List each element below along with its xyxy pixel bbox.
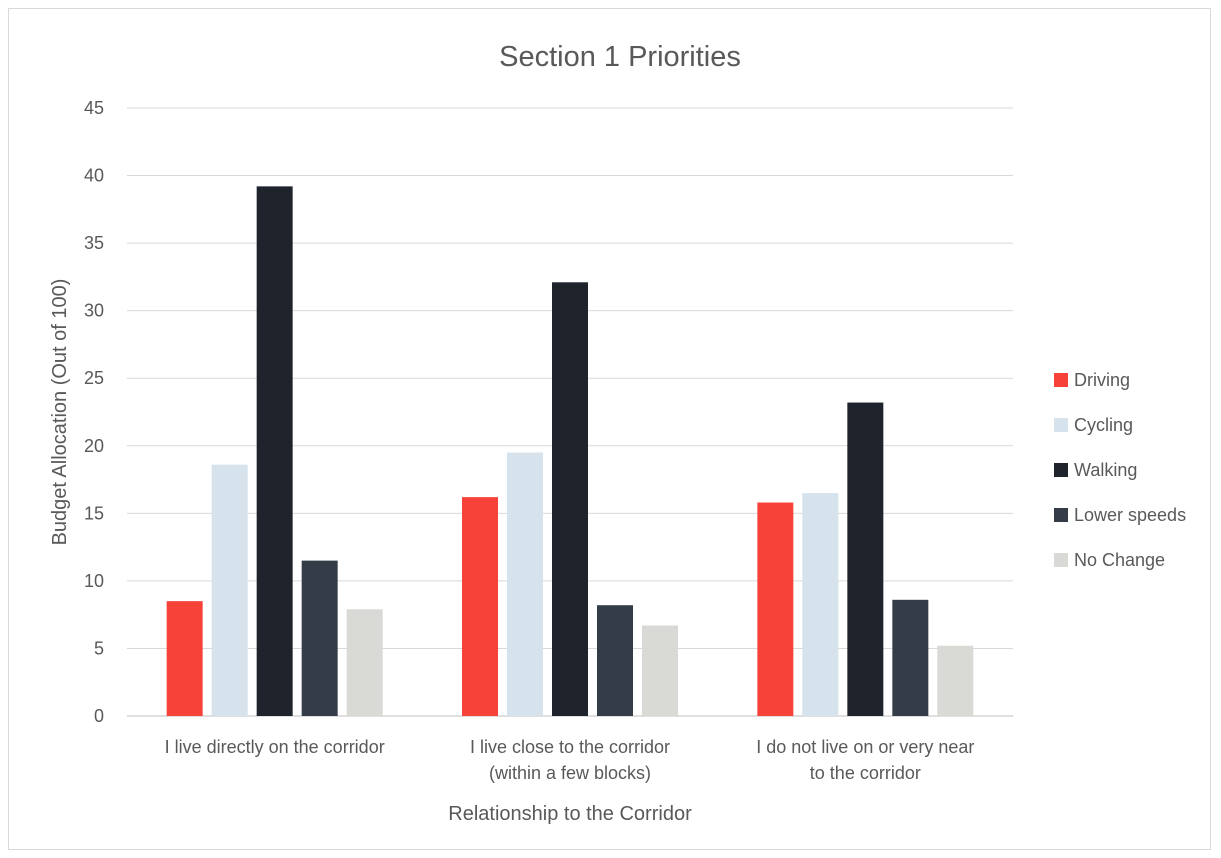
legend-swatch xyxy=(1054,553,1068,567)
legend-item: No Change xyxy=(1054,550,1165,570)
legend-swatch xyxy=(1054,463,1068,477)
bar-cycling xyxy=(802,493,839,716)
x-tick-label: I live close to the corridor (within a fe… xyxy=(470,737,670,783)
y-tick-label: 10 xyxy=(84,571,104,591)
bar-lower-speeds xyxy=(892,599,929,716)
bar-no-change xyxy=(937,645,974,716)
bar-lower-speeds xyxy=(597,605,633,716)
legend-item: Driving xyxy=(1054,370,1130,390)
chart-title: Section 1 Priorities xyxy=(499,41,741,73)
bar-cycling xyxy=(211,464,248,716)
legend-swatch xyxy=(1054,373,1068,387)
bar-no-change xyxy=(346,609,383,716)
bar-walking xyxy=(256,186,293,716)
x-tick-labels: I live directly on the corridor I live cl… xyxy=(165,737,975,783)
legend-label: No Change xyxy=(1074,550,1165,570)
y-tick-labels: 0 5 10 15 20 25 30 35 40 45 xyxy=(84,98,104,726)
y-tick-label: 40 xyxy=(84,166,104,186)
y-tick-label: 45 xyxy=(84,98,104,118)
y-tick-label: 20 xyxy=(84,436,104,456)
legend-item: Walking xyxy=(1054,460,1137,480)
y-axis-title: Budget Allocation (Out of 100) xyxy=(49,279,71,546)
legend: Driving Cycling Walking Lower speeds No Chan… xyxy=(1054,370,1186,570)
y-tick-label: 25 xyxy=(84,368,104,388)
x-axis-title: Relationship to the Corridor xyxy=(448,803,692,825)
bar-walking xyxy=(552,282,588,716)
y-tick-label: 15 xyxy=(84,503,104,523)
legend-item: Lower speeds xyxy=(1054,505,1186,525)
bar-walking xyxy=(847,402,884,716)
legend-label: Lower speeds xyxy=(1074,505,1186,525)
bars xyxy=(166,186,974,716)
y-tick-label: 5 xyxy=(94,638,104,658)
y-tick-label: 0 xyxy=(94,706,104,726)
legend-label: Driving xyxy=(1074,370,1130,390)
bar-cycling xyxy=(507,452,543,716)
legend-item: Cycling xyxy=(1054,415,1133,435)
y-tick-label: 30 xyxy=(84,301,104,321)
legend-swatch xyxy=(1054,508,1068,522)
bar-lower-speeds xyxy=(301,560,338,716)
bar-driving xyxy=(757,502,794,716)
x-tick-label: I live directly on the corridor xyxy=(165,737,385,757)
x-tick-label: I do not live on or very near to the corr… xyxy=(756,737,974,783)
bar-driving xyxy=(166,601,203,716)
bar-no-change xyxy=(642,625,678,716)
y-tick-label: 35 xyxy=(84,233,104,253)
legend-label: Cycling xyxy=(1074,415,1133,435)
bar-driving xyxy=(462,497,498,716)
legend-label: Walking xyxy=(1074,460,1137,480)
legend-swatch xyxy=(1054,418,1068,432)
